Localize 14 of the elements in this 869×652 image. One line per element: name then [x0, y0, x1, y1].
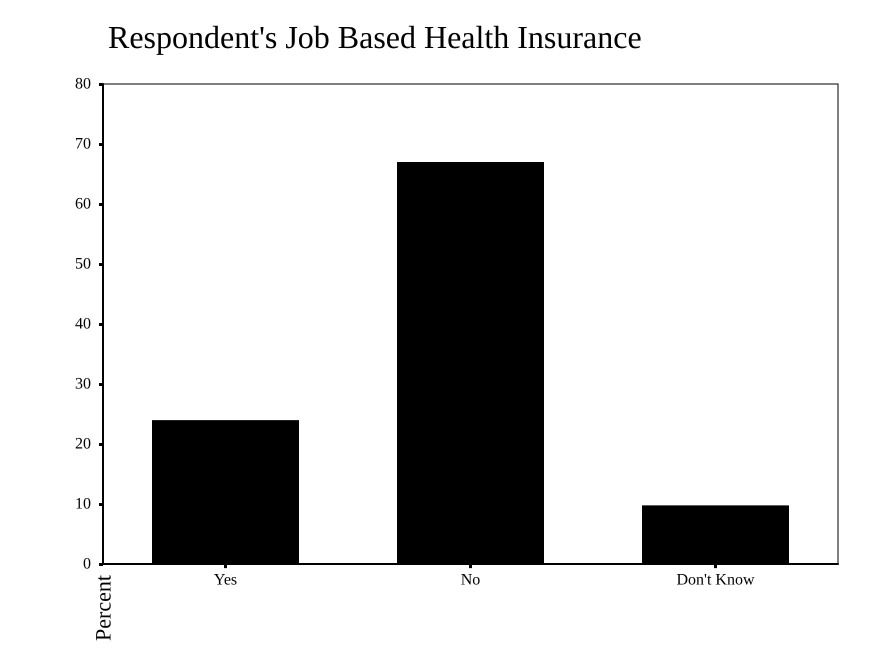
x-tick-label: Yes: [214, 572, 238, 589]
y-tick-label: 10: [75, 496, 91, 513]
x-tick-label: No: [460, 572, 480, 589]
y-tick-label: 70: [75, 136, 91, 153]
y-axis-title: Percent: [90, 575, 116, 641]
y-tick-label: 40: [75, 316, 91, 333]
y-tick-label: 50: [75, 256, 91, 273]
y-tick-label: 20: [75, 436, 91, 453]
y-tick-label: 0: [83, 556, 91, 573]
y-tick-label: 80: [75, 76, 91, 92]
y-tick-label: 60: [75, 196, 91, 213]
x-tick-label: Don't Know: [676, 572, 755, 589]
chart-title: Respondent's Job Based Health Insurance: [108, 19, 642, 55]
y-tick-label: 30: [75, 376, 91, 393]
